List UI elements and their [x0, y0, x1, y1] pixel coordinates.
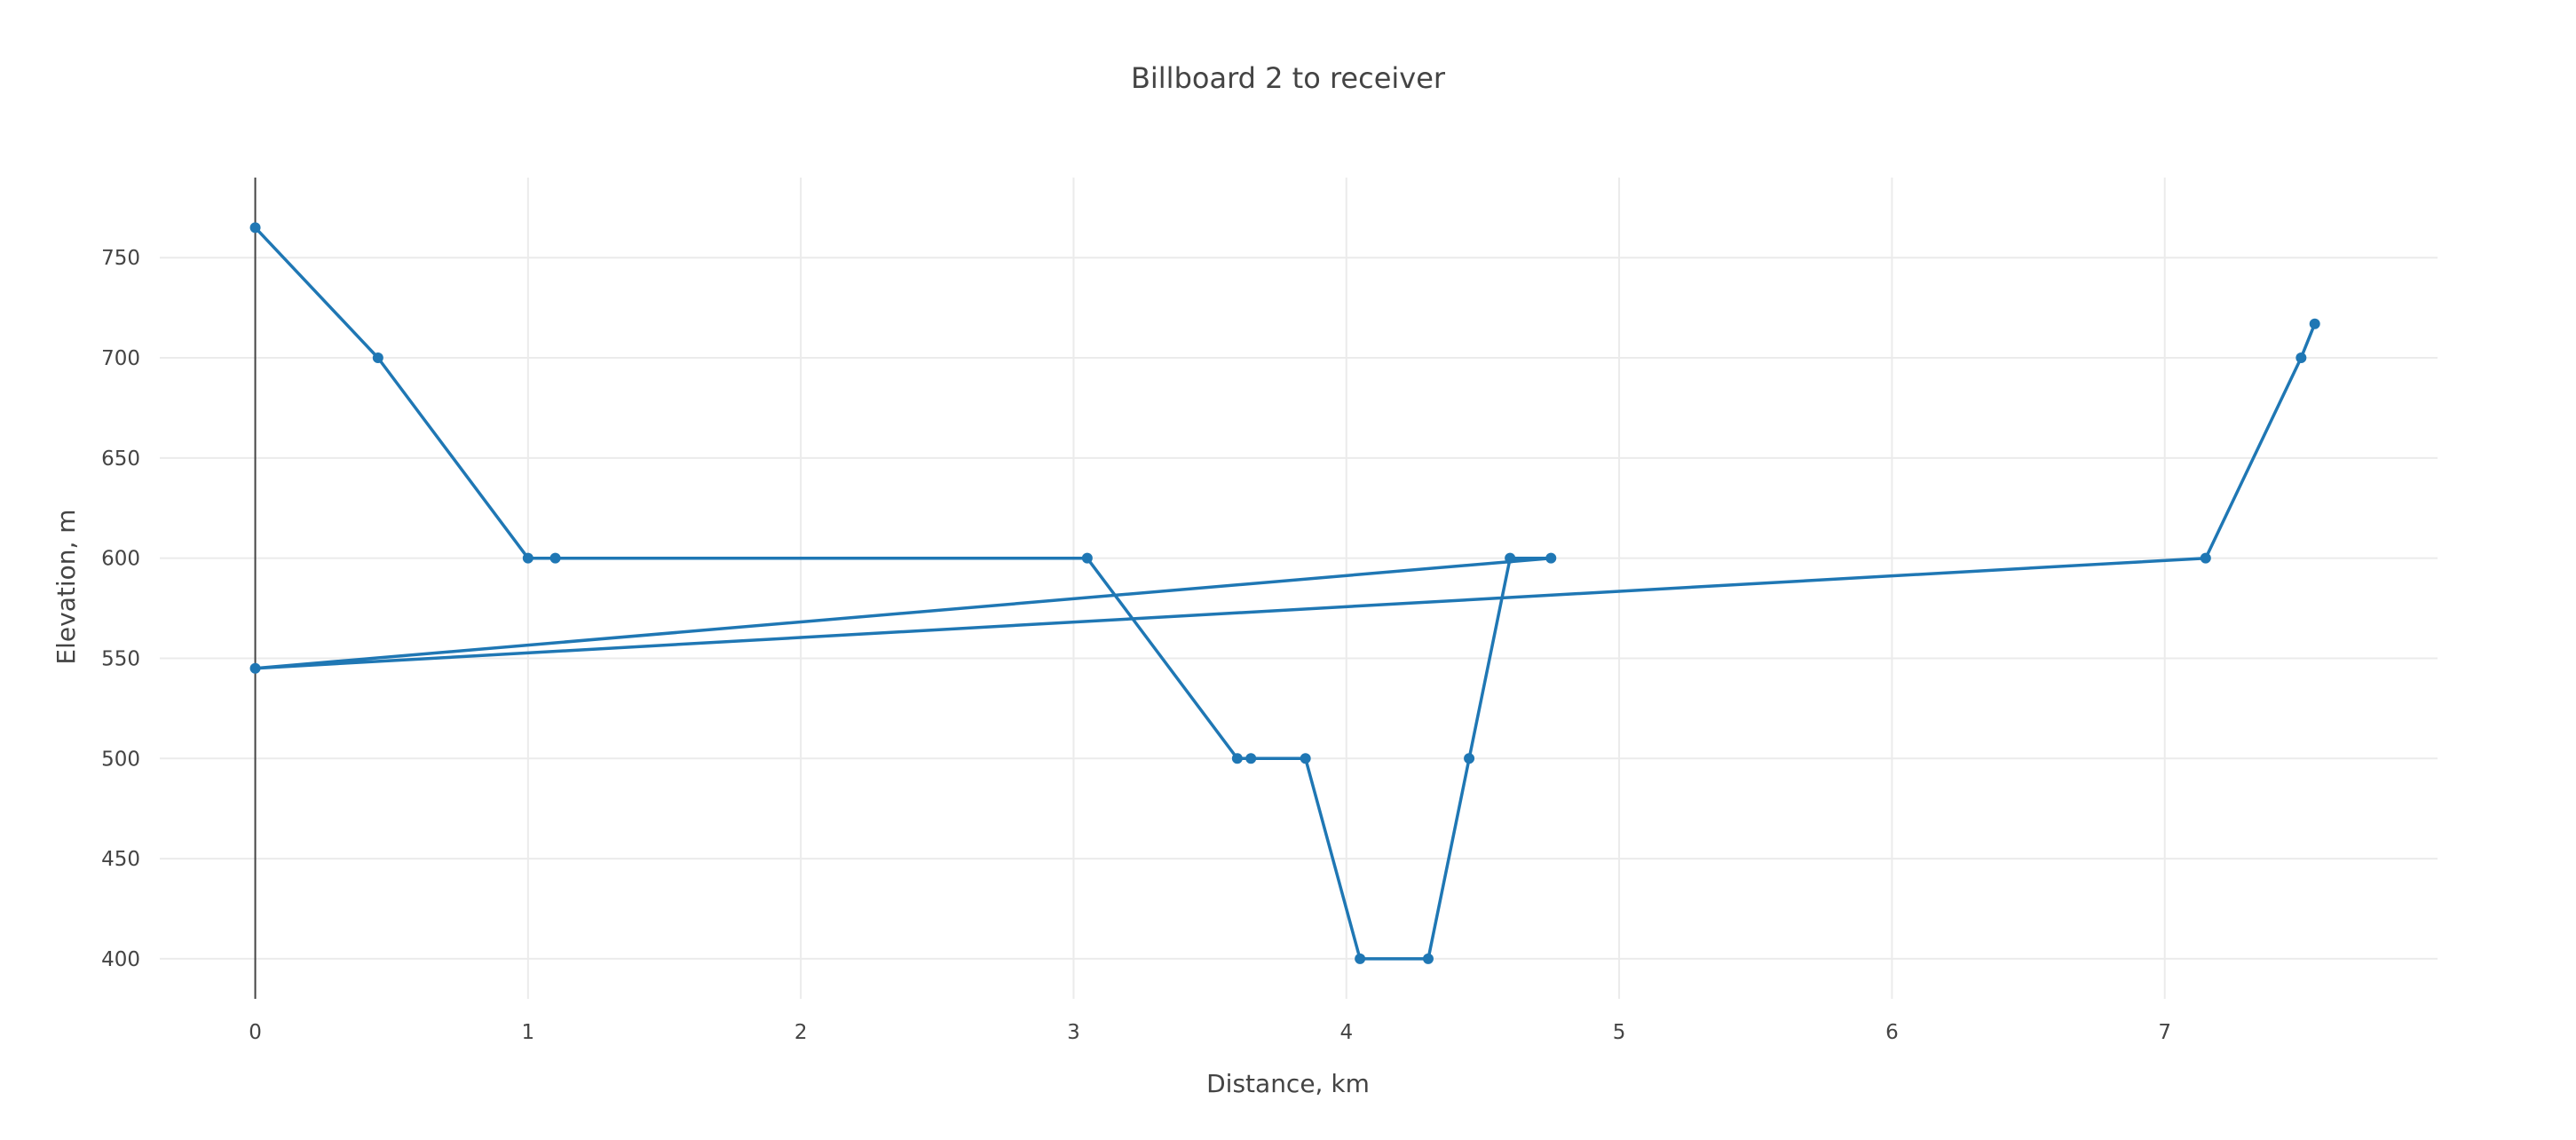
data-point-11 — [1505, 552, 1516, 564]
y-tick-label-750: 750 — [101, 247, 140, 270]
chart-title: Billboard 2 to receiver — [1131, 61, 1446, 95]
x-tick-labels: 0 1 2 3 4 5 6 7 — [249, 1021, 2171, 1044]
x-tick-label-6: 6 — [1885, 1021, 1899, 1044]
data-point-8 — [1355, 953, 1366, 964]
y-tick-label-500: 500 — [101, 748, 140, 771]
y-tick-labels: 400 450 500 550 600 650 700 750 — [101, 247, 140, 971]
x-tick-label-0: 0 — [249, 1021, 262, 1044]
data-point-16 — [2309, 318, 2320, 329]
y-tick-label-550: 550 — [101, 647, 140, 670]
x-tick-label-1: 1 — [522, 1021, 535, 1044]
y-tick-label-450: 450 — [101, 848, 140, 871]
y-tick-label-400: 400 — [101, 948, 140, 971]
data-point-5 — [1231, 753, 1243, 764]
data-point-4 — [1081, 552, 1093, 564]
x-tick-label-2: 2 — [794, 1021, 808, 1044]
data-point-10 — [1464, 753, 1475, 764]
data-point-14 — [2200, 552, 2211, 564]
y-axis-label: Elevation, m — [51, 509, 81, 664]
data-point-3 — [549, 552, 561, 564]
series-layer — [249, 222, 2320, 964]
x-tick-label-7: 7 — [2158, 1021, 2171, 1044]
series-line-0 — [253, 226, 2317, 961]
data-point-13 — [249, 662, 261, 674]
x-tick-label-3: 3 — [1067, 1021, 1080, 1044]
data-point-7 — [1300, 753, 1311, 764]
data-point-15 — [2295, 352, 2307, 364]
y-tick-label-600: 600 — [101, 548, 140, 571]
data-point-9 — [1422, 953, 1434, 964]
data-point-1 — [372, 352, 383, 364]
data-point-0 — [249, 222, 261, 234]
y-tick-label-650: 650 — [101, 447, 140, 471]
data-point-6 — [1245, 753, 1257, 764]
x-tick-label-4: 4 — [1339, 1021, 1353, 1044]
y-tick-label-700: 700 — [101, 347, 140, 370]
x-tick-label-5: 5 — [1613, 1021, 1626, 1044]
x-axis-label: Distance, km — [1206, 1069, 1370, 1098]
data-point-12 — [1545, 552, 1557, 564]
data-point-2 — [522, 552, 533, 564]
grid-lines — [160, 178, 2438, 999]
